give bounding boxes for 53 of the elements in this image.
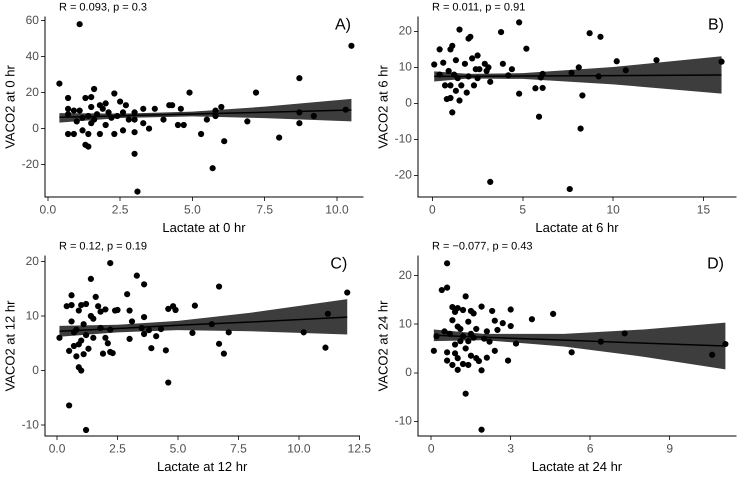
y-tick-label: 20 <box>26 84 40 99</box>
y-axis-title: VACO2 at 0 hr <box>2 64 18 149</box>
x-tick-label: 15 <box>696 202 710 217</box>
x-tick-label: 7.5 <box>256 202 274 217</box>
y-tick-label: 0 <box>405 365 412 380</box>
y-tick-label: -20 <box>22 156 40 171</box>
y-tick-label: 20 <box>398 24 412 38</box>
y-tick-label: 10 <box>26 308 40 322</box>
x-tick-label: 5.0 <box>170 442 187 456</box>
annotation: B) <box>708 16 724 34</box>
x-tick-label: 7.5 <box>230 442 248 456</box>
text: R = 0.12, p = 0.19 <box>58 240 148 253</box>
y-tick-label: 0 <box>405 96 412 110</box>
y-tick-label: -10 <box>394 414 412 428</box>
x-tick-label: 2.5 <box>112 202 129 217</box>
x-tick-label: 3 <box>507 442 514 456</box>
annotation: A) <box>335 16 351 34</box>
x-tick-label: 10.0 <box>325 202 349 217</box>
y-tick-label: 0 <box>32 120 40 135</box>
annotation: D) <box>707 255 724 272</box>
y-tick-label: 10 <box>398 316 412 330</box>
y-tick-label: 40 <box>26 48 40 63</box>
y-tick-label: 20 <box>26 254 40 268</box>
y-tick-label: 60 <box>26 12 40 27</box>
text: R = 0.011, p = 0.91 <box>432 2 526 14</box>
y-tick-label: 0 <box>32 362 40 377</box>
y-tick-label: 10 <box>398 60 412 74</box>
x-axis-title: Lactate at 12 hr <box>156 458 248 474</box>
y-tick-label: -20 <box>394 168 412 182</box>
y-tick-label: 20 <box>398 268 412 282</box>
x-tick-label: 9 <box>666 442 674 456</box>
y-tick-label: -10 <box>394 132 412 146</box>
text: R = −0.077, p = 0.43 <box>432 240 533 253</box>
x-tick-label: 10.0 <box>287 442 311 456</box>
x-tick-label: 10 <box>606 202 620 217</box>
x-tick-label: 5 <box>519 202 526 217</box>
x-tick-label: 0.0 <box>48 442 66 456</box>
y-tick-label: -10 <box>22 417 40 432</box>
y-axis-title: VACO2 at 24 hr <box>375 300 390 392</box>
x-axis-title: Lactate at 6 hr <box>535 220 620 235</box>
x-tick-label: 0.0 <box>39 202 56 217</box>
x-tick-label: 5.0 <box>184 202 202 217</box>
x-tick-label: 0 <box>428 442 435 456</box>
text: R = 0.093, p = 0.3 <box>58 2 148 14</box>
x-axis-title: Lactate at 0 hr <box>162 220 246 235</box>
x-tick-label: 2.5 <box>109 442 126 456</box>
x-tick-label: 12.5 <box>348 442 372 456</box>
y-axis-title: VACO2 at 6 hr <box>375 64 390 149</box>
annotation: C) <box>330 255 348 272</box>
x-axis-title: Lactate at 24 hr <box>532 458 623 474</box>
x-tick-label: 0 <box>429 202 436 217</box>
y-axis-title: VACO2 at 12 hr <box>2 300 18 392</box>
x-tick-label: 6 <box>586 442 594 456</box>
